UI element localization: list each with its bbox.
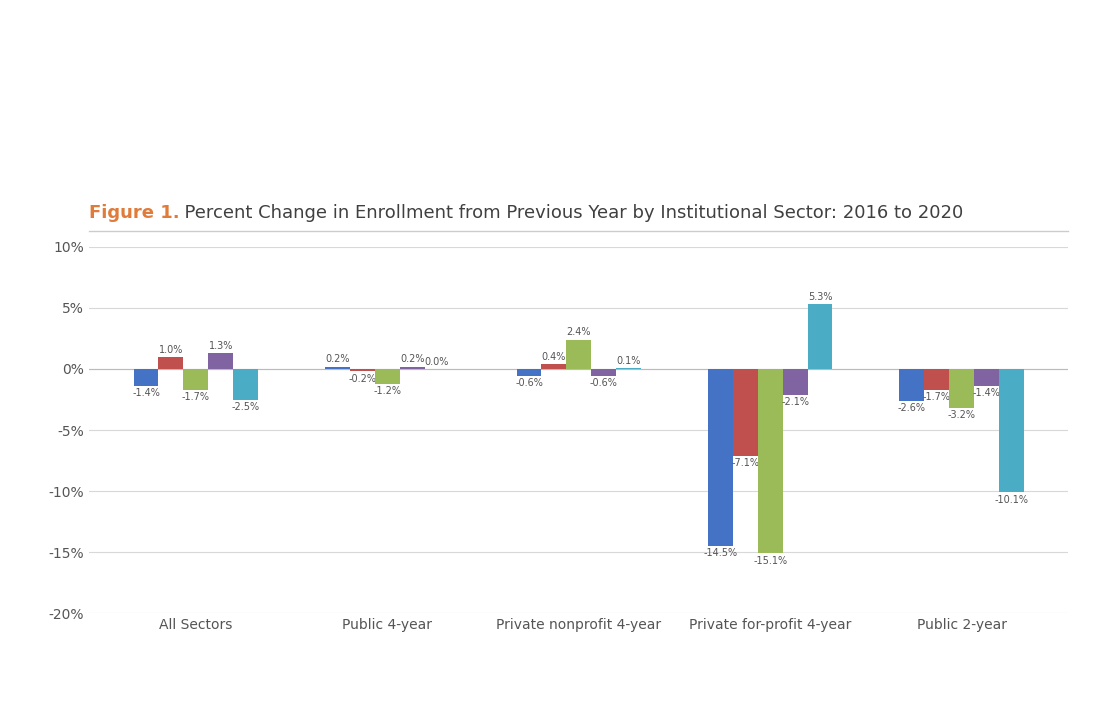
Bar xyxy=(782,369,808,395)
Bar xyxy=(949,369,974,408)
Text: -2.6%: -2.6% xyxy=(898,403,926,413)
Bar xyxy=(325,367,349,369)
Text: -0.6%: -0.6% xyxy=(590,379,618,388)
Text: -3.2%: -3.2% xyxy=(948,410,976,420)
Text: 0.4%: 0.4% xyxy=(542,352,567,362)
Bar xyxy=(758,369,782,553)
Text: -10.1%: -10.1% xyxy=(995,495,1028,505)
Bar xyxy=(400,367,425,369)
Bar xyxy=(974,369,999,386)
Bar xyxy=(134,369,158,386)
Text: -0.6%: -0.6% xyxy=(515,379,543,388)
Text: -14.5%: -14.5% xyxy=(703,548,738,558)
Bar xyxy=(899,369,925,400)
Text: 2.4%: 2.4% xyxy=(567,327,591,338)
Bar xyxy=(567,340,591,369)
Bar xyxy=(158,357,184,369)
Bar xyxy=(375,369,400,384)
Text: -2.5%: -2.5% xyxy=(232,402,259,412)
Text: 1.3%: 1.3% xyxy=(208,341,233,351)
Bar xyxy=(808,304,833,369)
Text: 0.0%: 0.0% xyxy=(425,357,450,367)
Bar xyxy=(516,369,541,376)
Bar xyxy=(233,369,258,400)
Bar xyxy=(925,369,949,390)
Bar xyxy=(708,369,732,546)
Text: Figure 1.: Figure 1. xyxy=(89,204,179,222)
Text: 1.0%: 1.0% xyxy=(159,345,183,355)
Text: -15.1%: -15.1% xyxy=(754,556,787,565)
Text: 5.3%: 5.3% xyxy=(808,292,833,302)
Bar xyxy=(999,369,1024,492)
Bar xyxy=(184,369,208,390)
Bar xyxy=(617,368,641,369)
Text: -1.4%: -1.4% xyxy=(973,388,1001,398)
Text: -1.4%: -1.4% xyxy=(132,388,160,398)
Bar xyxy=(349,369,375,372)
Bar xyxy=(541,364,567,369)
Text: -7.1%: -7.1% xyxy=(731,458,759,468)
Text: -1.7%: -1.7% xyxy=(181,392,209,402)
Bar xyxy=(732,369,758,455)
Text: 0.2%: 0.2% xyxy=(325,355,349,364)
Text: -1.2%: -1.2% xyxy=(373,386,402,396)
Text: 0.1%: 0.1% xyxy=(617,355,641,365)
Text: 0.2%: 0.2% xyxy=(400,355,424,364)
Text: -2.1%: -2.1% xyxy=(781,397,809,407)
Bar xyxy=(208,353,233,369)
Bar xyxy=(591,369,617,376)
Text: Percent Change in Enrollment from Previous Year by Institutional Sector: 2016 to: Percent Change in Enrollment from Previo… xyxy=(173,204,963,222)
Text: -1.7%: -1.7% xyxy=(923,392,951,402)
Text: -0.2%: -0.2% xyxy=(348,374,376,384)
Legend: Fall 2016, Fall 2017, Fall 2018, Fall 2019, Fall 2020: Fall 2016, Fall 2017, Fall 2018, Fall 20… xyxy=(346,700,811,705)
